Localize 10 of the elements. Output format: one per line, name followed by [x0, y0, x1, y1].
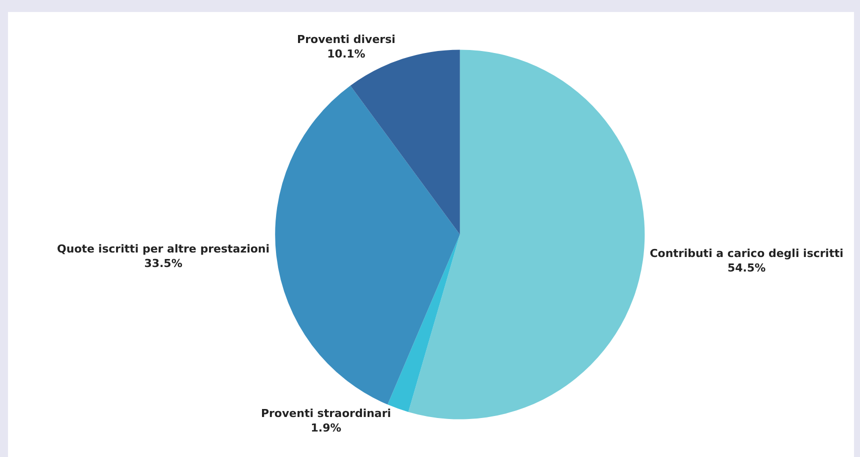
- slice-label: Proventi diversi: [297, 32, 396, 46]
- data-label: 54.5%: [727, 261, 766, 274]
- pie-slice: [275, 86, 460, 405]
- data-label: 1.9%: [310, 421, 342, 434]
- slice-label: Contributi a carico degli iscritti: [650, 247, 844, 260]
- slice-label: Proventi straordinari: [260, 407, 392, 420]
- pie-slice: [408, 50, 644, 420]
- data-label: 33.5%: [144, 256, 182, 270]
- data-label: 10.1%: [327, 47, 366, 60]
- slice-label: Quote iscritti per altre prestazioni: [57, 242, 270, 256]
